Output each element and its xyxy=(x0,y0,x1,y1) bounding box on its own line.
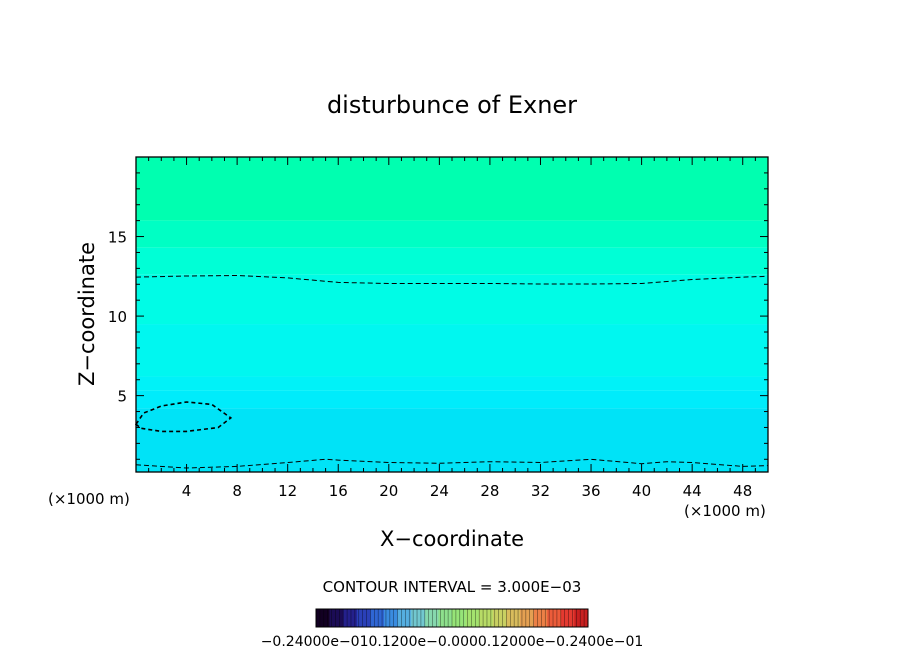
colorbar-frame xyxy=(315,608,589,628)
x-tick-label: 12 xyxy=(278,482,297,500)
fill-band-7 xyxy=(136,408,768,472)
colorbar-labels: −0.24000e−010.1200e−0.0000.12000e−0.2400… xyxy=(261,634,644,650)
x-tick-label: 36 xyxy=(581,482,600,500)
colorbar-swatch xyxy=(479,609,494,627)
x-tick-label: 16 xyxy=(329,482,348,500)
x-tick-label: 20 xyxy=(379,482,398,500)
chart-title: disturbunce of Exner xyxy=(327,91,577,119)
contour-lines xyxy=(134,274,769,469)
y-tick-label: 15 xyxy=(108,229,127,247)
x-tick-label: 28 xyxy=(480,482,499,500)
contour-line-lower xyxy=(135,458,769,469)
fill-band-0 xyxy=(136,157,768,221)
colorbar-swatch xyxy=(560,609,575,627)
colorbar-swatch xyxy=(316,609,330,627)
x-origin-unit-label: (×1000 m) xyxy=(48,490,130,508)
colorbar-swatch xyxy=(506,609,521,627)
x-tick-label: 44 xyxy=(683,482,702,500)
colorbar-swatch xyxy=(397,609,412,627)
colorbar xyxy=(316,609,589,627)
colorbar-swatch xyxy=(384,609,398,627)
y-tick-labels: 5 10 15 xyxy=(108,229,127,406)
fill-bands xyxy=(136,157,768,472)
fill-band-1 xyxy=(136,220,768,248)
colorbar-swatch xyxy=(424,609,439,627)
plot-area xyxy=(134,156,769,473)
colorbar-swatch xyxy=(574,609,589,627)
contour-interval-text: CONTOUR INTERVAL = 3.000E−03 xyxy=(323,578,582,596)
fill-band-2 xyxy=(136,247,768,275)
x-axis-unit-label: (×1000 m) xyxy=(684,502,766,520)
x-axis-label: X−coordinate xyxy=(380,527,524,551)
contour-line-upper xyxy=(135,274,769,285)
fill-band-3 xyxy=(136,274,768,325)
axis-ticks xyxy=(136,157,768,472)
x-tick-labels: 4 8 12 16 20 24 28 32 36 40 44 48 xyxy=(182,482,752,500)
x-tick-label: 4 xyxy=(182,482,192,500)
x-tick-label: 24 xyxy=(430,482,449,500)
colorbar-swatch xyxy=(343,609,358,627)
x-tick-label: 40 xyxy=(632,482,651,500)
fill-band-5 xyxy=(136,376,768,391)
contour-line-closed xyxy=(134,401,233,433)
colorbar-swatch xyxy=(370,609,385,627)
colorbar-swatch xyxy=(438,609,453,627)
fill-band-6 xyxy=(136,390,768,409)
colorbar-swatch xyxy=(452,609,466,627)
colorbar-swatch xyxy=(533,609,548,627)
colorbar-swatch xyxy=(356,609,371,627)
x-tick-label: 8 xyxy=(232,482,242,500)
colorbar-swatch xyxy=(465,609,480,627)
colorbar-swatch xyxy=(520,609,534,627)
colorbar-swatch xyxy=(492,609,507,627)
y-tick-label: 10 xyxy=(108,308,127,326)
y-axis-label: Z−coordinate xyxy=(75,242,99,386)
colorbar-swatch xyxy=(329,609,344,627)
y-tick-label: 5 xyxy=(117,388,127,406)
x-tick-label: 32 xyxy=(531,482,550,500)
x-tick-label: 48 xyxy=(733,482,752,500)
fill-band-4 xyxy=(136,324,768,377)
colorbar-swatch xyxy=(411,609,426,627)
colorbar-swatch xyxy=(547,609,562,627)
